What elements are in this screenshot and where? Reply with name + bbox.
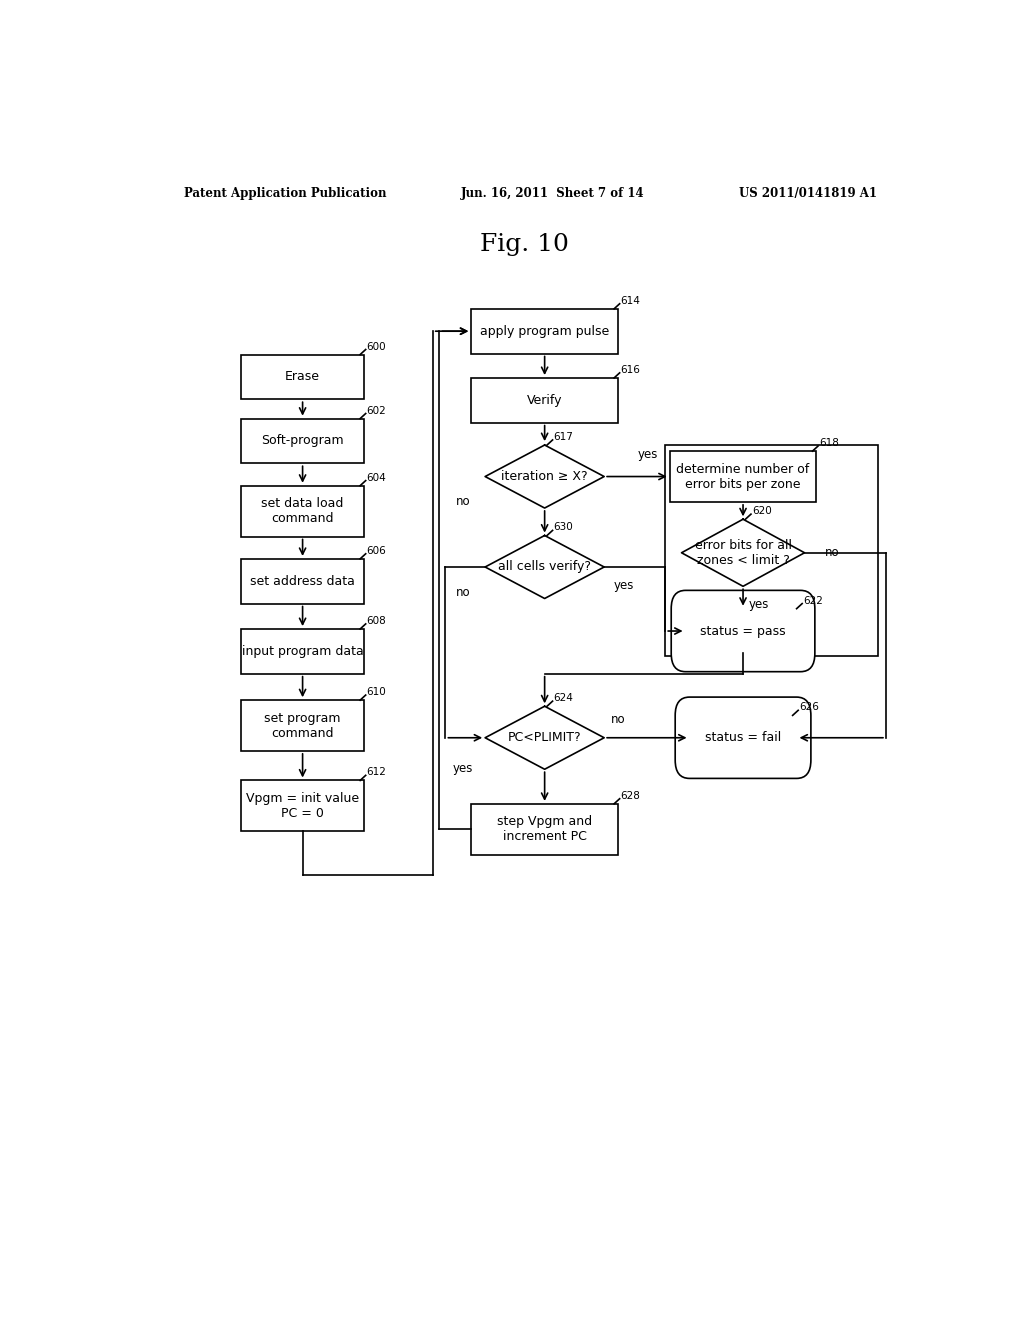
FancyBboxPatch shape [241,630,365,673]
FancyBboxPatch shape [471,378,618,422]
Text: no: no [825,546,840,560]
Text: apply program pulse: apply program pulse [480,325,609,338]
FancyBboxPatch shape [241,780,365,832]
Text: Patent Application Publication: Patent Application Publication [183,187,386,201]
Text: Jun. 16, 2011  Sheet 7 of 14: Jun. 16, 2011 Sheet 7 of 14 [461,187,645,201]
Text: Verify: Verify [527,393,562,407]
Text: 626: 626 [799,702,819,713]
FancyBboxPatch shape [675,697,811,779]
FancyBboxPatch shape [471,804,618,854]
FancyBboxPatch shape [241,700,365,751]
Text: step Vpgm and
increment PC: step Vpgm and increment PC [497,816,592,843]
Text: 630: 630 [553,523,573,532]
Text: 620: 620 [752,506,771,516]
Polygon shape [485,706,604,770]
Text: Vpgm = init value
PC = 0: Vpgm = init value PC = 0 [246,792,359,820]
Text: set address data: set address data [250,574,355,587]
Text: 618: 618 [819,438,839,447]
Text: all cells verify?: all cells verify? [498,561,591,573]
Text: set data load
command: set data load command [261,498,344,525]
Text: 622: 622 [803,595,823,606]
Text: 612: 612 [367,767,386,777]
Text: 604: 604 [367,473,386,483]
Text: 624: 624 [553,693,573,704]
Text: determine number of
error bits per zone: determine number of error bits per zone [677,462,810,491]
Text: 600: 600 [367,342,386,351]
Text: no: no [611,713,626,726]
Bar [666,445,878,656]
Text: 606: 606 [367,545,386,556]
FancyBboxPatch shape [241,355,365,399]
Text: 602: 602 [367,405,386,416]
Text: yes: yes [638,447,658,461]
Text: 616: 616 [621,364,640,375]
Text: 608: 608 [367,616,386,626]
Text: Fig. 10: Fig. 10 [480,234,569,256]
Text: error bits for all
zones < limit ?: error bits for all zones < limit ? [694,539,792,566]
Polygon shape [485,445,604,508]
FancyBboxPatch shape [670,451,816,502]
Text: Erase: Erase [285,371,321,383]
Text: input program data: input program data [242,645,364,657]
FancyBboxPatch shape [471,309,618,354]
Text: yes: yes [749,598,769,611]
FancyBboxPatch shape [241,558,365,603]
Polygon shape [485,536,604,598]
Text: US 2011/0141819 A1: US 2011/0141819 A1 [739,187,878,201]
Text: 614: 614 [621,296,640,306]
Text: iteration ≥ X?: iteration ≥ X? [502,470,588,483]
Text: set program
command: set program command [264,711,341,739]
Text: Soft-program: Soft-program [261,434,344,447]
Text: no: no [456,495,470,508]
Text: status = fail: status = fail [705,731,781,744]
Polygon shape [682,519,805,586]
Text: PC<PLIMIT?: PC<PLIMIT? [508,731,582,744]
FancyBboxPatch shape [241,418,365,463]
Text: no: no [456,586,470,599]
Text: status = pass: status = pass [700,624,785,638]
FancyBboxPatch shape [671,590,815,672]
Text: 617: 617 [553,432,573,442]
Text: yes: yes [613,578,634,591]
Text: 610: 610 [367,688,386,697]
Text: yes: yes [453,762,473,775]
FancyBboxPatch shape [241,486,365,536]
Text: 628: 628 [621,791,640,801]
